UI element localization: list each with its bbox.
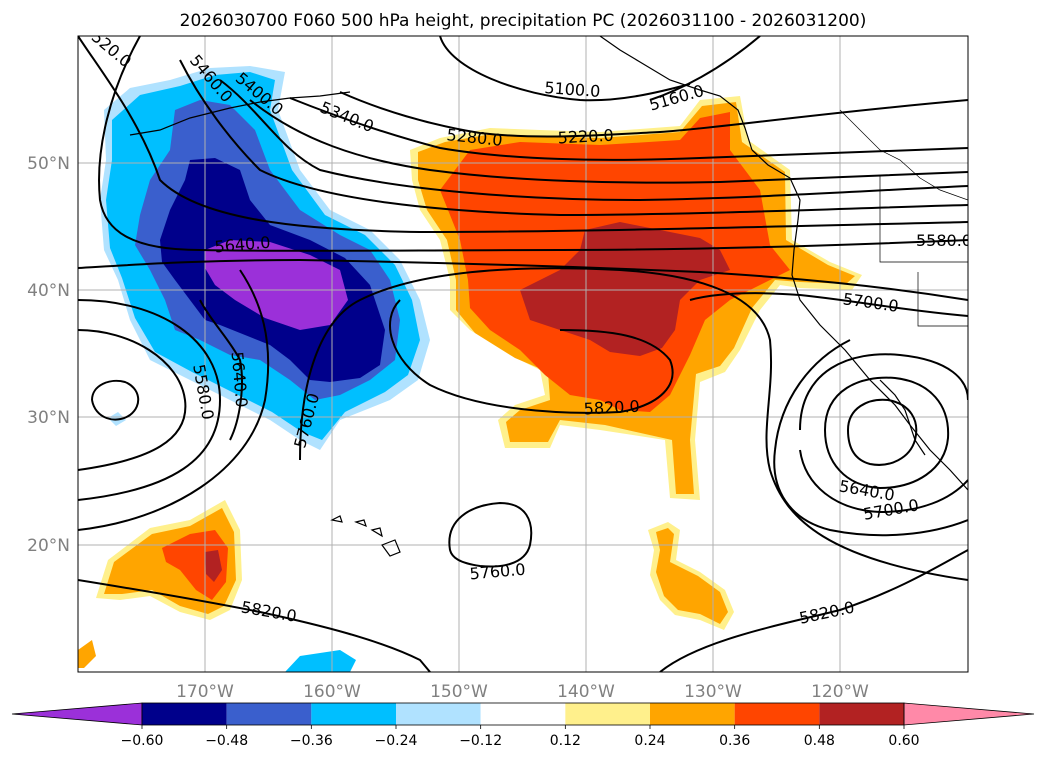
- contour-5340: [249, 99, 968, 184]
- contour-5400: [219, 79, 968, 202]
- colorbar-cell: [226, 703, 312, 725]
- contour-low-1: [847, 398, 918, 466]
- precip-negative-region: [100, 66, 430, 672]
- colorbar-tick-label: −0.36: [290, 733, 333, 749]
- lon-label-170w: 170°W: [176, 682, 234, 702]
- map-title: 2026030700 F060 500 hPa height, precipit…: [180, 11, 867, 31]
- contour-label: 5640.0: [228, 351, 252, 408]
- colorbar-cell: [480, 703, 566, 725]
- contour-west-1: [78, 329, 187, 471]
- colorbar-tick-label: 0.12: [550, 733, 581, 749]
- colorbar-extend-low: [11, 702, 143, 726]
- graticule: [78, 36, 968, 672]
- precip-west-darkred: [205, 550, 222, 582]
- contour-5580-north: [98, 36, 968, 252]
- contour-5700-east: [689, 292, 968, 317]
- colorbar-cell: [650, 703, 735, 725]
- precip-corner-orange: [78, 640, 96, 668]
- precip-west-red: [162, 530, 228, 600]
- lat-label-20n: 20°N: [27, 536, 70, 556]
- contour-low-4: [799, 449, 968, 514]
- contour-5280: [289, 97, 968, 161]
- hawaii-4: [381, 539, 401, 557]
- contour-label: 5820.0: [583, 397, 640, 419]
- colorbar-cell: [396, 703, 481, 725]
- contour-5520: [78, 36, 968, 234]
- contour-5220: [339, 91, 968, 138]
- colorbar-cell: [142, 703, 227, 725]
- colorbar-tick-label: 0.24: [634, 733, 665, 749]
- lon-label-120w: 120°W: [811, 682, 869, 702]
- contour-low-2: [824, 376, 950, 490]
- us-west-coast: [791, 219, 968, 491]
- contour-label: 5760.0: [469, 560, 526, 584]
- contour-west-loop: [91, 380, 140, 421]
- lon-label-140w: 140°W: [557, 682, 615, 702]
- lon-label-130w: 130°W: [684, 682, 742, 702]
- height-contours: [78, 36, 968, 672]
- alaska-coast: [599, 36, 753, 151]
- contour-low-5: [773, 339, 968, 537]
- lat-axis-labels: 50°N 40°N 30°N 20°N: [27, 154, 70, 556]
- contour-5100: [439, 36, 691, 102]
- contour-5820-south: [78, 579, 431, 672]
- lon-axis-labels: 170°W 160°W 150°W 140°W 130°W 120°W: [176, 682, 869, 702]
- colorbar-outline: [141, 702, 905, 726]
- contour-5820-mid: [389, 299, 674, 414]
- lat-label-40n: 40°N: [27, 281, 70, 301]
- colorbar-cell: [734, 703, 820, 725]
- colorbar-tick-labels: −0.60 −0.48 −0.36 −0.24 −0.12 0.12 0.24 0.36 0.4…: [121, 733, 920, 749]
- map-area: 5100.0 5160.0 5220.0 5280.0 5340.0 5400.…: [77, 35, 972, 673]
- contour-5460: [179, 59, 968, 217]
- colorbar-cell: [311, 703, 396, 725]
- hawaii-2: [354, 519, 367, 528]
- contour-label: 5580.0: [916, 231, 972, 250]
- baja-coast: [879, 379, 926, 456]
- contour-5640-west: [199, 299, 243, 441]
- colorbar-tick-label: 0.48: [804, 733, 835, 749]
- bc-coast: [751, 149, 801, 221]
- aleutians: [129, 91, 351, 136]
- colorbar-tick-label: −0.48: [205, 733, 248, 749]
- colorbar-cells: [11, 702, 1035, 726]
- colorbar-tick-label: −0.60: [121, 733, 164, 749]
- contour-label: 5220.0: [557, 126, 614, 148]
- precip-south-blue: [285, 650, 356, 672]
- precip-9b30d9: [205, 240, 348, 330]
- colorbar-tick-label: −0.12: [459, 733, 502, 749]
- contour-5640-north: [78, 258, 968, 301]
- map-frame: [77, 35, 969, 673]
- colorbar-tick-label: 0.36: [719, 733, 750, 749]
- colorbar: −0.60 −0.48 −0.36 −0.24 −0.12 0.12 0.24 0.36 0.4…: [11, 702, 1035, 749]
- contour-low-3: [799, 353, 968, 431]
- hawaii-1: [330, 515, 343, 523]
- colorbar-extend-high: [903, 702, 1035, 726]
- colorbar-ticks: [141, 725, 905, 729]
- contour-label: 5580.0: [916, 231, 972, 250]
- contour-west-2: [78, 299, 222, 501]
- lon-label-160w: 160°W: [303, 682, 361, 702]
- lat-label-50n: 50°N: [27, 154, 70, 174]
- contour-label: 5640.0: [214, 233, 271, 257]
- precip-b22222: [520, 222, 730, 356]
- contour-label: 5100.0: [544, 78, 601, 101]
- lat-label-30n: 30°N: [27, 408, 70, 428]
- colorbar-cell: [819, 703, 904, 725]
- precip-south-orange: [656, 528, 728, 624]
- border-3: [917, 272, 968, 327]
- colorbar-cell: [565, 703, 650, 725]
- hawaii-3: [370, 527, 383, 538]
- border-2: [879, 176, 968, 263]
- border-1: [839, 109, 968, 201]
- colorbar-tick-label: −0.24: [375, 733, 418, 749]
- lon-label-150w: 150°W: [430, 682, 488, 702]
- contour-west-3: [78, 269, 270, 531]
- coastlines: [129, 36, 968, 557]
- colorbar-tick-label: 0.60: [888, 733, 919, 749]
- contour-5760-loop: [448, 501, 533, 568]
- contour-5820-se: [659, 549, 968, 672]
- contour-5160: [649, 36, 761, 101]
